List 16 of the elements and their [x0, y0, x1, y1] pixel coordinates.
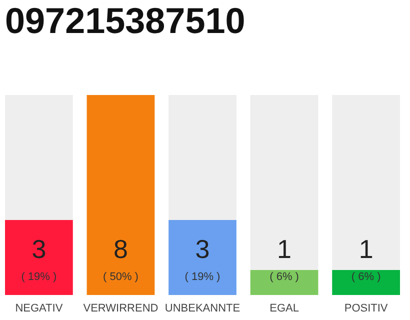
annotation: ( 19% ): [21, 271, 57, 283]
data-label: 3: [32, 234, 46, 264]
x-tick-label: NEGATIV: [15, 302, 64, 314]
annotation: ( 50% ): [102, 271, 138, 283]
data-label: 1: [358, 234, 374, 264]
x-tick-label: VERWIRREND: [83, 302, 158, 314]
data-label: 8: [113, 234, 128, 264]
chart-title: 097215387510: [5, 0, 246, 41]
data-label: 1: [277, 234, 292, 264]
x-tick-label: EGAL: [270, 302, 299, 314]
data-label: 3: [195, 234, 210, 264]
x-tick-label: UNBEKANNTE: [164, 302, 240, 314]
x-tick-label: POSITIV: [344, 302, 388, 314]
annotation: ( 6% ): [270, 271, 299, 283]
annotation: ( 19% ): [184, 271, 220, 283]
annotation: ( 6% ): [351, 271, 381, 283]
